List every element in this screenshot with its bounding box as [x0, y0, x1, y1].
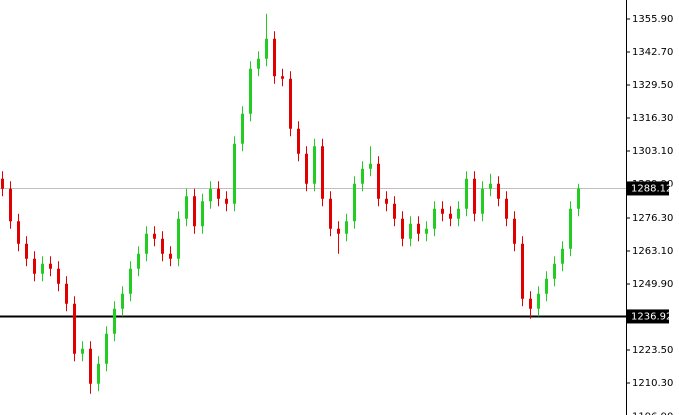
y-tick-label: 1196.90 [632, 412, 673, 415]
y-tick-label: 1303.10 [632, 146, 673, 157]
candle-body [377, 163, 380, 199]
y-tick-label: 1316.30 [632, 113, 673, 124]
candle-body [57, 268, 60, 284]
candle-body [241, 113, 244, 144]
y-tick-label: 1223.50 [632, 345, 673, 356]
candle-body [481, 188, 484, 214]
y-tick-label: 1329.50 [632, 80, 673, 91]
price-label-box [627, 309, 669, 324]
candle-body [561, 248, 564, 264]
candle-body [73, 303, 76, 354]
candle-body [65, 283, 68, 304]
candle-body [177, 218, 180, 259]
price-label: 1288.12 [631, 183, 672, 194]
y-tick-label: 1276.30 [632, 213, 673, 224]
candle-body [265, 38, 268, 59]
candle-body [537, 293, 540, 309]
candle-body [433, 208, 436, 229]
candle-body [529, 298, 532, 309]
candle-body [313, 146, 316, 184]
candle-body [321, 146, 324, 199]
candle-body [361, 168, 364, 184]
candle-body [425, 228, 428, 234]
candle-body [417, 223, 420, 234]
candle-body [9, 188, 12, 222]
candle-body [97, 363, 100, 384]
candle-body [185, 196, 188, 219]
candle-body [25, 243, 28, 259]
candle-body [1, 178, 4, 189]
candle-body [137, 253, 140, 269]
candle-body [113, 308, 116, 334]
candle-body [17, 221, 20, 244]
y-tick-label: 1263.10 [632, 246, 673, 257]
candle-body [345, 221, 348, 234]
candle-body [81, 348, 84, 354]
candle-body [513, 218, 516, 244]
candle-body [289, 78, 292, 129]
candle-body [385, 198, 388, 204]
candle-body [249, 68, 252, 114]
y-tick-label: 1342.70 [632, 47, 673, 58]
y-tick-label: 1355.90 [632, 14, 673, 25]
candle-body [369, 163, 372, 169]
y-tick-label: 1249.90 [632, 279, 673, 290]
candle-body [521, 243, 524, 299]
candle-body [169, 253, 172, 259]
candle-body [209, 188, 212, 202]
candle-body [257, 58, 260, 69]
candle-body [505, 198, 508, 219]
candle-body [225, 198, 228, 204]
candle-body [89, 348, 92, 384]
price-label-box [627, 181, 669, 196]
candle-body [201, 201, 204, 227]
candle-body [401, 218, 404, 239]
candle-body [217, 188, 220, 199]
candle-body [441, 208, 444, 214]
candle-body [489, 183, 492, 189]
candle-body [161, 238, 164, 254]
candle-body [105, 333, 108, 364]
candle-body [41, 263, 44, 274]
y-tick-label: 1210.30 [632, 378, 673, 389]
candle-body [337, 228, 340, 234]
candle-body [49, 263, 52, 269]
candle-body [281, 76, 284, 79]
candle-body [329, 198, 332, 229]
candle-body [129, 268, 132, 294]
price-label: 1236.92 [631, 311, 672, 322]
candle-body [145, 233, 148, 254]
candle-body [449, 213, 452, 219]
candle-body [409, 223, 412, 239]
candle-body [297, 128, 300, 154]
candle-body [577, 188, 580, 209]
candle-body [497, 183, 500, 199]
candle-body [353, 183, 356, 222]
candle-body [153, 233, 156, 239]
candle-body [473, 178, 476, 214]
candle-body [273, 38, 276, 77]
candle-body [121, 293, 124, 309]
candle-body [233, 143, 236, 204]
candle-body [393, 203, 396, 219]
candle-body [553, 263, 556, 279]
candle-body [33, 258, 36, 274]
candle-body [457, 208, 460, 219]
candle-body [193, 196, 196, 227]
candle-body [465, 178, 468, 209]
candle-body [545, 278, 548, 294]
candle-body [305, 153, 308, 184]
candle-body [569, 208, 572, 249]
